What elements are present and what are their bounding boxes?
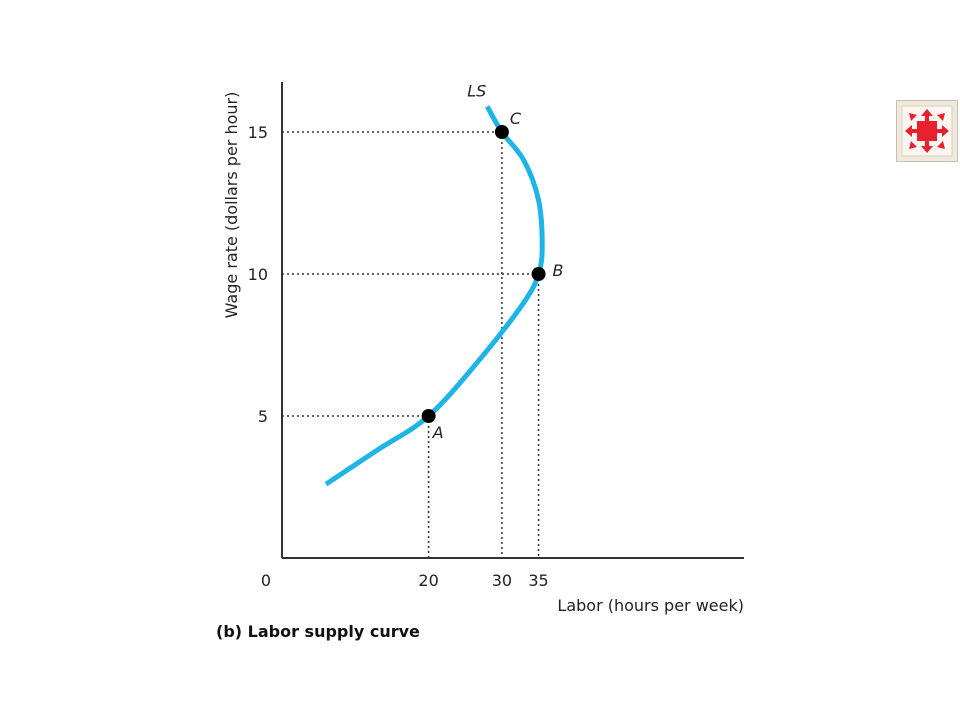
point-b [531,267,546,281]
fullscreen-nav-button[interactable] [896,100,958,162]
x-tick-labels: 20 30 35 [418,571,548,590]
x-tick-label: 30 [492,571,512,590]
series-label-ls: LS [467,81,486,100]
x-tick-label: 35 [528,571,548,590]
point-label-b: B [553,261,564,280]
x-axis-label: Labor (hours per week) [557,596,744,615]
x-tick-label: 20 [418,571,438,590]
point-c [494,125,509,139]
y-tick-label: 15 [248,123,268,142]
point-label-a: A [432,423,444,442]
guide-lines [282,131,540,558]
fullscreen-arrows-icon [901,105,953,157]
point-a [421,409,436,423]
origin-label: 0 [261,571,271,590]
y-tick-labels: 5 10 15 [248,123,268,426]
y-tick-label: 10 [248,265,268,284]
chart-caption: (b) Labor supply curve [216,622,420,641]
y-axis-label: Wage rate (dollars per hour) [222,92,241,319]
y-tick-label: 5 [258,407,268,426]
point-label-c: C [510,109,522,128]
curve-points: A B C [421,109,564,442]
